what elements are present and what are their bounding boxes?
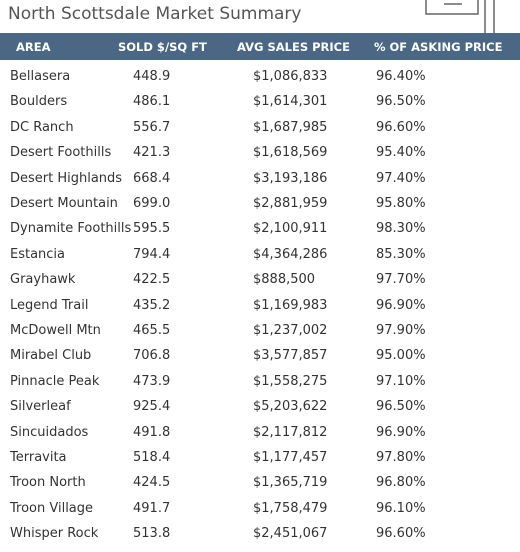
cell: 486.1 [133,94,171,110]
area-name: Troon North [10,475,86,491]
area-name: McDowell Mtn [10,323,101,338]
cell: 465.5 [133,323,171,338]
cell: 96.90% [376,297,426,313]
cell: $5,203,622 [253,399,328,415]
cell: 595.5 [133,221,171,237]
cell: 668.4 [133,170,171,186]
decoration [425,0,495,33]
cell: $1,365,719 [253,475,328,491]
area-name: Dynamite Foothills [10,221,132,237]
cell: 435.2 [133,297,171,313]
cell: $1,086,833 [253,69,328,84]
cell: $1,177,457 [253,450,328,465]
cell: $888,500 [253,272,316,288]
area-name: Bellasera [10,69,71,84]
cell: 96.90% [376,424,426,440]
cell: 513.8 [133,526,171,542]
area-name: Silverleaf [10,399,71,415]
cell: $2,100,911 [253,221,328,237]
cell: 422.5 [133,272,171,288]
cell: 97.10% [376,373,426,389]
cell: 95.80% [376,196,426,211]
cell: 95.40% [376,145,426,161]
cell: 96.50% [376,399,426,415]
cell: $2,881,959 [253,196,328,211]
column-header: SOLD $/SQ FT [118,40,207,54]
cell: 518.4 [133,450,171,465]
cell: 491.8 [133,424,171,440]
area-name: Whisper Rock [10,526,99,542]
cell: 421.3 [133,145,171,161]
cell: 699.0 [133,196,171,211]
cell: $1,614,301 [253,94,328,110]
area-name: Pinnacle Peak [10,373,100,389]
cell: 96.60% [376,526,426,542]
cell: $1,758,479 [253,500,328,516]
cell: 473.9 [133,373,171,389]
cell: $1,237,002 [253,323,328,338]
area-name: Desert Mountain [10,196,118,211]
cell: 794.4 [133,246,171,262]
cell: 97.90% [376,323,426,338]
cell: $2,117,812 [253,424,328,440]
area-name: Estancia [10,246,66,262]
cell: $4,364,286 [253,246,328,262]
cell: $1,558,275 [253,373,328,389]
cell: 96.50% [376,94,426,110]
area-name: Mirabel Club [10,348,92,364]
cell: 98.30% [376,221,426,237]
cell: $3,193,186 [253,170,328,186]
cell: $1,618,569 [253,145,328,161]
cell: 96.40% [376,69,426,84]
cell: 96.60% [376,119,426,135]
area-name: DC Ranch [10,119,74,135]
cell: 96.10% [376,500,426,516]
cell: 448.9 [133,69,171,84]
cell: $1,687,985 [253,119,328,135]
column-header: AVG SALES PRICE [237,40,350,54]
area-name: Troon Village [10,500,94,516]
cell: $3,577,857 [253,348,328,364]
cell: 706.8 [133,348,171,364]
deco-box [425,0,479,15]
cell: 97.40% [376,170,426,186]
cell: 925.4 [133,399,171,415]
cell: 556.7 [133,119,171,135]
cell: 85.30% [376,246,426,262]
cell: $1,169,983 [253,297,328,313]
cell: 95.00% [376,348,426,364]
area-name: Desert Foothills [10,145,112,161]
column-header: AREA [16,40,51,54]
cell: 97.70% [376,272,426,288]
column-header: % OF ASKING PRICE [374,40,503,54]
area-name: Legend Trail [10,297,89,313]
area-name: Desert Highlands [10,170,123,186]
area-name: Sincuidados [10,424,89,440]
cell: 97.80% [376,450,426,465]
area-name: Terravita [10,450,67,465]
cell: 96.80% [376,475,426,491]
cell: 491.7 [133,500,171,516]
cell: 424.5 [133,475,171,491]
cell: $2,451,067 [253,526,328,542]
area-name: Boulders [10,94,68,110]
title: North Scottsdale Market Summary [8,4,302,24]
area-name: Grayhawk [10,272,76,288]
table-header: AREA SOLD $/SQ FT AVG SALES PRICE % OF ASKI… [0,33,520,60]
